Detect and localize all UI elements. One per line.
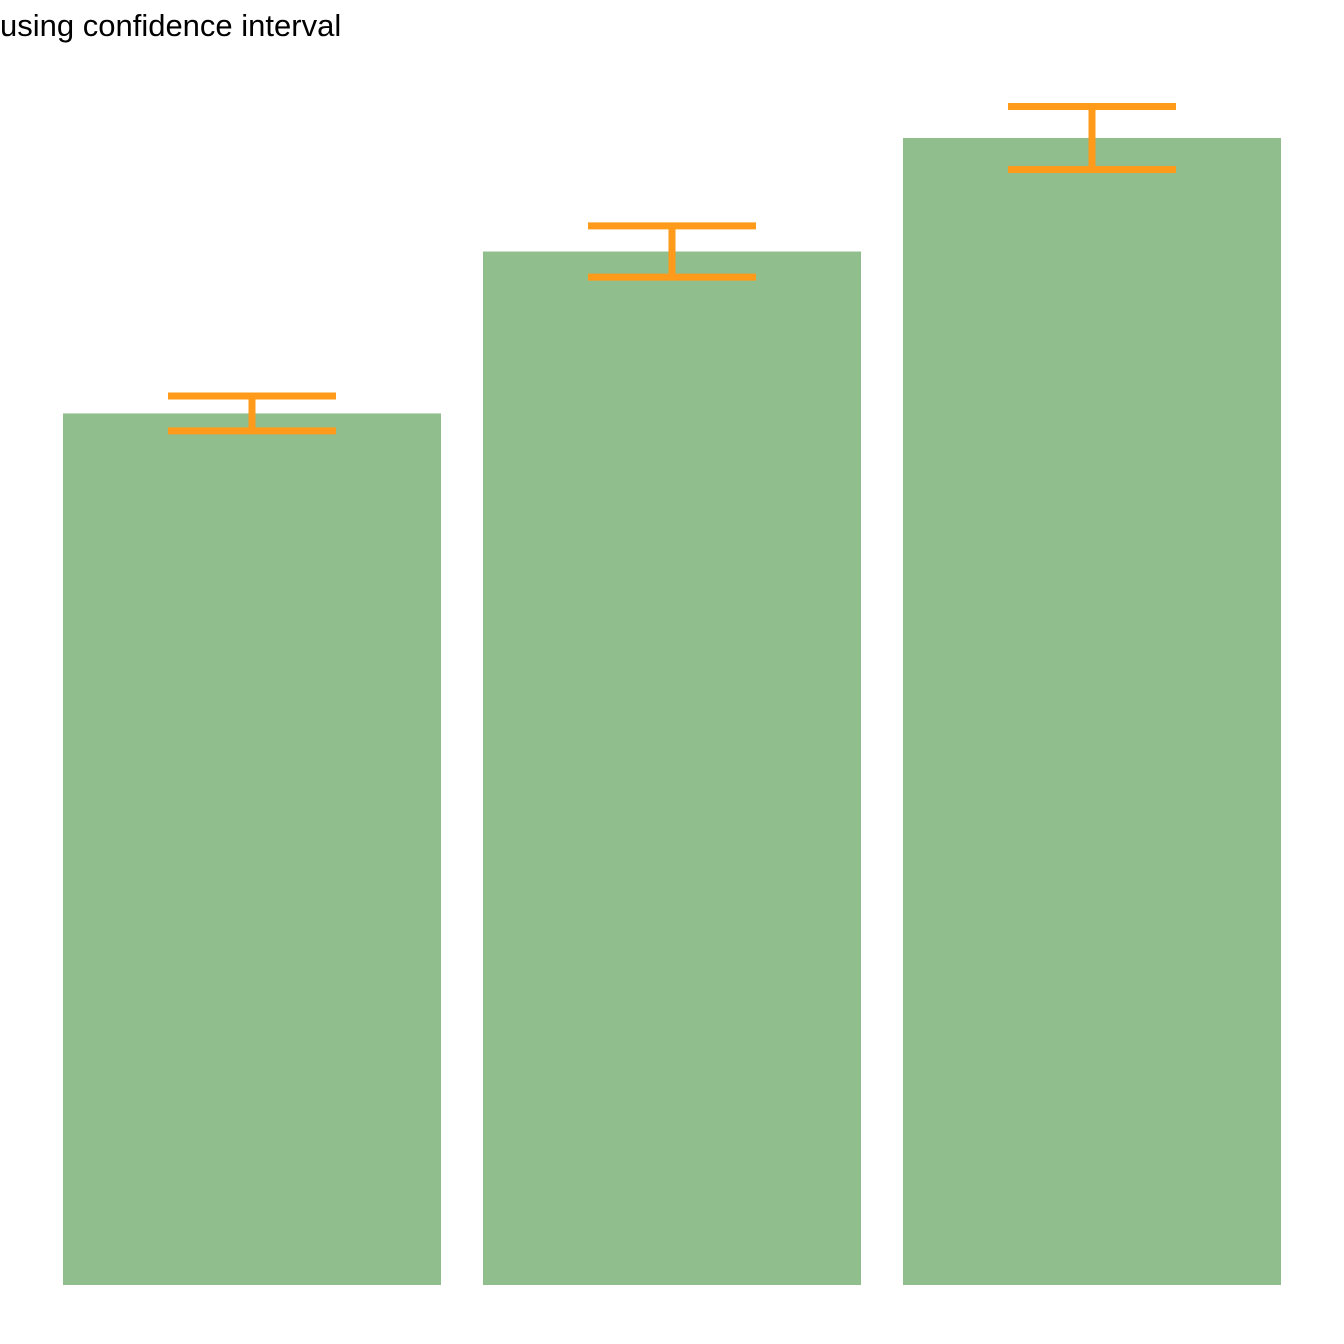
bar-3 (903, 138, 1281, 1285)
chart-title: using confidence interval (0, 8, 342, 43)
bar-2 (483, 251, 861, 1285)
bar-1 (63, 413, 441, 1285)
